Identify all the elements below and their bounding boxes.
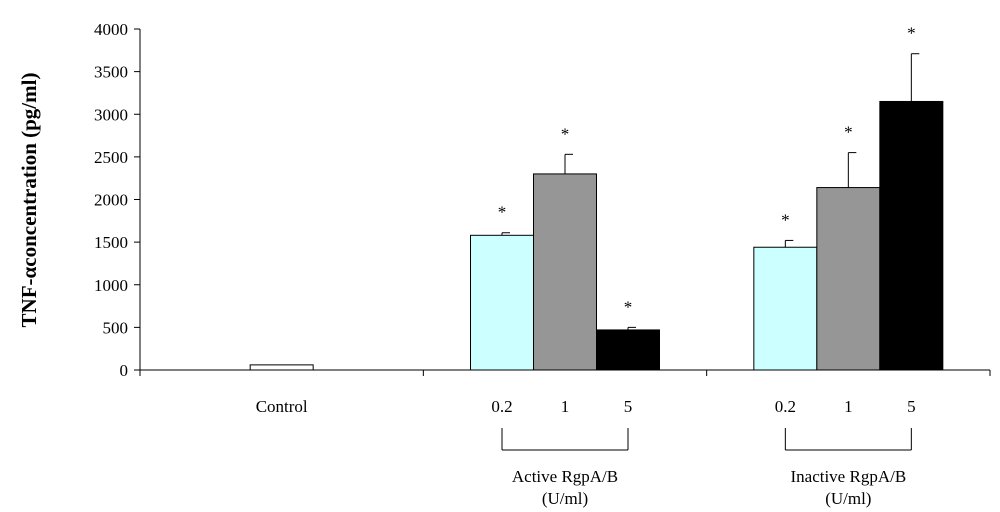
y-tick-label: 2500 (94, 148, 128, 167)
y-tick-label: 1500 (94, 233, 128, 252)
category-label: 0.2 (491, 397, 512, 416)
y-axis: 0 500 1000 1500 2000 2500 3000 3500 4000 (94, 20, 141, 380)
bar-group-inactive: * 0.2 * 1 * 5 (753, 24, 944, 416)
category-label: 5 (907, 397, 916, 416)
x-axis (139, 369, 991, 376)
significance-marker: * (907, 24, 916, 43)
group-label: (U/ml) (542, 489, 588, 508)
y-tick-label: 1000 (94, 276, 128, 295)
bar (533, 173, 597, 371)
y-tick-label: 3500 (94, 63, 128, 82)
category-label: 1 (844, 397, 853, 416)
y-tick-label: 3000 (94, 105, 128, 124)
category-label: 0.2 (775, 397, 796, 416)
y-tick-label: 2000 (94, 191, 128, 210)
group-label: Inactive RgpA/B (790, 467, 906, 486)
bars-layer: Control * 0.2 * 1 * 5 * 0.2 * 1 * 5 (249, 24, 944, 416)
group-bracket-inactive: Inactive RgpA/B (U/ml) (784, 428, 912, 508)
category-label: 1 (561, 397, 570, 416)
group-brackets: Active RgpA/B (U/ml) Inactive RgpA/B (U/ml) (501, 428, 912, 508)
bar (879, 100, 944, 371)
group-label: (U/ml) (825, 489, 871, 508)
significance-marker: * (498, 203, 507, 222)
category-label: 5 (624, 397, 633, 416)
group-bracket-active: Active RgpA/B (U/ml) (501, 428, 629, 508)
bar (596, 329, 660, 371)
bar (249, 364, 314, 371)
significance-marker: * (624, 297, 633, 316)
significance-marker: * (561, 124, 570, 143)
y-tick-label: 0 (120, 361, 129, 380)
significance-marker: * (781, 210, 790, 229)
category-label: Control (256, 397, 308, 416)
bar-group-active: * 0.2 * 1 * 5 (470, 124, 660, 416)
significance-marker: * (844, 123, 853, 142)
bar-group-control: Control (249, 364, 314, 416)
bar (470, 234, 534, 371)
y-axis-label: TNF-αconcentration (pg/ml) (17, 73, 41, 328)
y-tick-label: 4000 (94, 20, 128, 39)
y-tick-label: 500 (103, 318, 129, 337)
bar (753, 246, 818, 371)
bar (816, 187, 881, 371)
group-label: Active RgpA/B (512, 467, 618, 486)
